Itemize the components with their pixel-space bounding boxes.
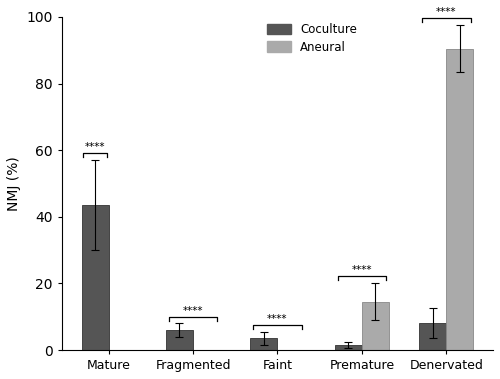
Bar xyxy=(420,323,446,350)
Text: ****: **** xyxy=(85,142,105,152)
Text: ****: **** xyxy=(267,314,287,324)
Text: ****: **** xyxy=(436,7,456,17)
Bar xyxy=(446,49,473,350)
Text: ****: **** xyxy=(183,306,204,316)
Bar xyxy=(166,330,193,350)
Legend: Coculture, Aneural: Coculture, Aneural xyxy=(267,23,357,53)
Bar xyxy=(362,302,389,350)
Bar xyxy=(250,338,278,350)
Bar xyxy=(82,205,108,350)
Bar xyxy=(335,345,362,350)
Text: ****: **** xyxy=(352,265,372,275)
Y-axis label: NMJ (%): NMJ (%) xyxy=(7,156,21,211)
